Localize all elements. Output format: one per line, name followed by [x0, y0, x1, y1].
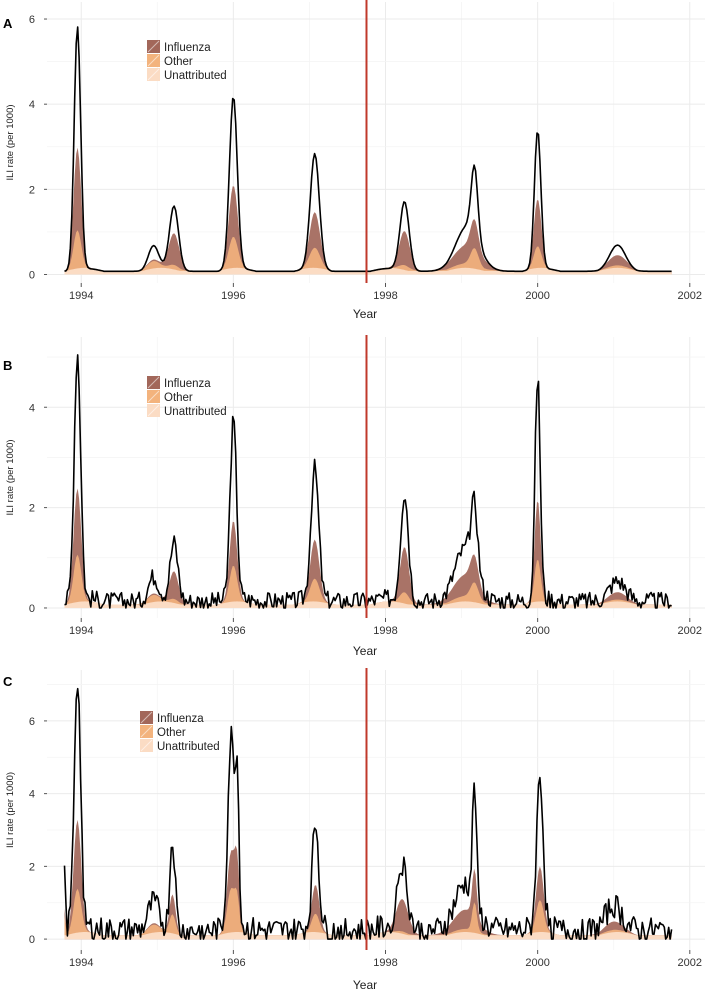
legend-label-other: Other [164, 56, 193, 68]
y-tick-label: 2 [29, 503, 35, 515]
x-tick-label: 2000 [525, 957, 549, 969]
y-tick-label: 4 [29, 99, 35, 111]
legend-label-influenza: Influenza [164, 42, 211, 54]
legend-label-influenza: Influenza [164, 378, 211, 390]
legend-swatch-hatch [140, 711, 153, 724]
y-axis-title: ILI rate (per 1000) [5, 104, 16, 180]
legend-label-unattributed: Unattributed [164, 406, 227, 418]
panel-letter: C [3, 674, 13, 689]
x-tick-label: 1998 [373, 625, 397, 637]
other-area [64, 887, 672, 940]
legend: Influenza Other Unattributed [140, 711, 220, 753]
observed-ili-line [63, 687, 673, 940]
x-tick-label: 1994 [69, 625, 93, 637]
legend-label-other: Other [164, 392, 193, 404]
x-tick-label: 2002 [678, 290, 702, 302]
influenza-area [64, 488, 672, 608]
legend-label-influenza: Influenza [157, 713, 204, 725]
legend: Influenza Other Unattributed [147, 376, 227, 418]
legend-label-unattributed: Unattributed [164, 70, 227, 82]
x-tick-label: 2000 [525, 290, 549, 302]
x-tick-label: 1996 [221, 290, 245, 302]
x-axis-title: Year [353, 978, 377, 992]
legend-swatch-hatch [147, 54, 160, 67]
panel-letter: A [3, 16, 13, 31]
x-tick-label: 2002 [678, 625, 702, 637]
legend: Influenza Other Unattributed [147, 40, 227, 82]
x-axis-title: Year [353, 644, 377, 658]
x-tick-label: 1994 [69, 957, 93, 969]
y-tick-label: 2 [29, 861, 35, 873]
x-tick-label: 1998 [373, 290, 397, 302]
gridlines [47, 337, 705, 618]
y-tick-label: 4 [29, 402, 35, 414]
legend-swatch-hatch [147, 40, 160, 53]
x-tick-label: 2000 [525, 625, 549, 637]
observed-ili-line [64, 26, 672, 273]
y-tick-label: 0 [29, 269, 35, 281]
x-tick-label: 1994 [69, 290, 93, 302]
panel-c: 1994 1996 1998 2000 2002 0 2 4 6 Year ILI rate (pe… [3, 668, 705, 992]
gridlines [47, 2, 705, 283]
panel-b: 1994 1996 1998 2000 2002 0 2 4 Year ILI rate (per… [3, 335, 705, 658]
legend-swatch-hatch [140, 725, 153, 738]
panel-a: 1994 1996 1998 2000 2002 0 2 4 6 Year ILI rate (pe… [3, 0, 705, 321]
legend-swatch-hatch [147, 404, 160, 417]
legend-label-unattributed: Unattributed [157, 741, 220, 753]
influenza-area [64, 147, 672, 275]
legend-swatch-hatch [147, 390, 160, 403]
x-tick-label: 1996 [221, 957, 245, 969]
x-tick-label: 1996 [221, 625, 245, 637]
panel-letter: B [3, 358, 12, 373]
x-tick-label: 2002 [678, 957, 702, 969]
y-tick-label: 6 [29, 14, 35, 26]
y-tick-label: 0 [29, 934, 35, 946]
legend-swatch-hatch [147, 376, 160, 389]
y-axis-title: ILI rate (per 1000) [5, 439, 16, 515]
influenza-area [64, 819, 672, 940]
observed-ili-line [64, 354, 672, 609]
legend-label-other: Other [157, 727, 186, 739]
legend-swatch-hatch [147, 68, 160, 81]
y-tick-label: 2 [29, 184, 35, 196]
y-tick-label: 0 [29, 603, 35, 615]
other-area [64, 230, 672, 275]
x-tick-label: 1998 [373, 957, 397, 969]
legend-swatch-hatch [140, 739, 153, 752]
x-axis-title: Year [353, 307, 377, 321]
y-tick-label: 6 [29, 716, 35, 728]
y-tick-label: 4 [29, 789, 35, 801]
y-axis-title: ILI rate (per 1000) [5, 772, 16, 848]
